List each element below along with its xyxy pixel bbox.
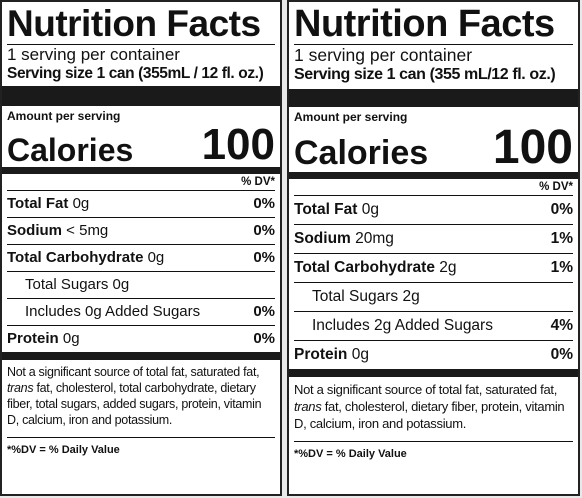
nutrient-label: Sodium: [294, 230, 351, 247]
nutrient-amount: 0g: [62, 330, 80, 347]
nutrient-label: Total Fat: [7, 195, 69, 212]
nutrient-dv: 0%: [253, 222, 275, 239]
nutrient-label: Total Sugars 0g: [25, 276, 130, 293]
nutrient-dv: 0%: [253, 303, 275, 320]
medium-divider: [2, 167, 280, 174]
nutrient-amount: 2g: [439, 259, 457, 276]
serving-size: Serving size 1 can (355mL / 12 fl. oz.): [7, 65, 264, 82]
nutrient-label: Protein: [7, 330, 59, 347]
calories-value: 100: [201, 120, 275, 169]
nutrient-amount: 0g: [72, 195, 90, 212]
daily-value-header: % DV*: [539, 181, 573, 193]
nutrient-dv: 0%: [253, 249, 275, 266]
thick-divider: [289, 369, 578, 377]
nutrient-label: Includes 0g Added Sugars: [25, 303, 201, 320]
thick-divider: [2, 352, 280, 360]
nutrient-row-sodium: Sodium < 5mg 0%: [7, 217, 275, 244]
nutrient-amount: 0g: [351, 346, 369, 363]
nutrient-label: Total Carbohydrate: [294, 259, 435, 276]
nutrient-row-protein: Protein 0g 0%: [294, 340, 573, 369]
servings-per-container: 1 serving per container: [7, 45, 180, 64]
daily-value-note: *%DV = % Daily Value: [7, 437, 275, 457]
nutrient-row-added-sugars: Includes 2g Added Sugars 4%: [294, 311, 573, 340]
nutrient-amount: 0g: [361, 201, 379, 218]
nutrient-dv: 0%: [253, 195, 275, 212]
nutrient-label: Includes 2g Added Sugars: [312, 317, 493, 334]
servings-per-container: 1 serving per container: [294, 45, 473, 65]
divider: [294, 44, 573, 45]
thick-divider: [289, 89, 578, 107]
divider: [7, 44, 275, 45]
nutrient-amount: 0g: [147, 249, 165, 266]
nutrient-dv: 1%: [550, 230, 573, 247]
label-title: Nutrition Facts: [294, 3, 555, 45]
nutrient-row-total-fat: Total Fat 0g 0%: [7, 190, 275, 217]
nutrient-row-protein: Protein 0g 0%: [7, 325, 275, 352]
footnote: Not a significant source of total fat, s…: [294, 382, 565, 431]
nutrient-dv: 4%: [550, 317, 573, 334]
calories-row: Calories 100: [7, 120, 275, 169]
nutrient-label: Protein: [294, 346, 348, 363]
calories-value: 100: [492, 121, 573, 174]
serving-size: Serving size 1 can (355 mL/12 fl. oz.): [294, 66, 556, 83]
daily-value-header: % DV*: [241, 176, 275, 188]
nutrient-dv: 0%: [550, 346, 573, 363]
calories-row: Calories 100: [294, 121, 573, 174]
daily-value-note: *%DV = % Daily Value: [294, 441, 573, 461]
nutrient-row-sodium: Sodium 20mg 1%: [294, 224, 573, 253]
nutrient-label: Total Fat: [294, 201, 358, 218]
nutrient-dv: 1%: [550, 259, 573, 276]
nutrient-row-total-fat: Total Fat 0g 0%: [294, 195, 573, 224]
footnote: Not a significant source of total fat, s…: [7, 365, 262, 427]
nutrient-label: Total Carbohydrate: [7, 249, 144, 266]
calories-label: Calories: [7, 132, 134, 168]
nutrient-amount: 20mg: [355, 230, 394, 247]
nutrition-label-left: Nutrition Facts 1 serving per container …: [0, 0, 282, 496]
calories-label: Calories: [294, 134, 429, 172]
amount-per-serving: Amount per serving: [7, 109, 121, 123]
nutrient-row-total-sugars: Total Sugars 0g: [7, 271, 275, 298]
thick-divider: [2, 86, 280, 106]
nutrient-amount: < 5mg: [66, 222, 109, 239]
nutrient-dv: 0%: [550, 201, 573, 218]
nutrient-row-added-sugars: Includes 0g Added Sugars 0%: [7, 298, 275, 325]
nutrition-label-right: Nutrition Facts 1 serving per container …: [287, 0, 580, 496]
nutrient-dv: 0%: [253, 330, 275, 347]
nutrient-row-total-carbohydrate: Total Carbohydrate 2g 1%: [294, 253, 573, 282]
amount-per-serving: Amount per serving: [294, 110, 408, 124]
label-title: Nutrition Facts: [7, 3, 261, 44]
nutrient-row-total-sugars: Total Sugars 2g: [294, 282, 573, 311]
nutrient-label: Sodium: [7, 222, 62, 239]
medium-divider: [289, 172, 578, 179]
nutrient-row-total-carbohydrate: Total Carbohydrate 0g 0%: [7, 244, 275, 271]
nutrient-label: Total Sugars 2g: [312, 288, 420, 305]
